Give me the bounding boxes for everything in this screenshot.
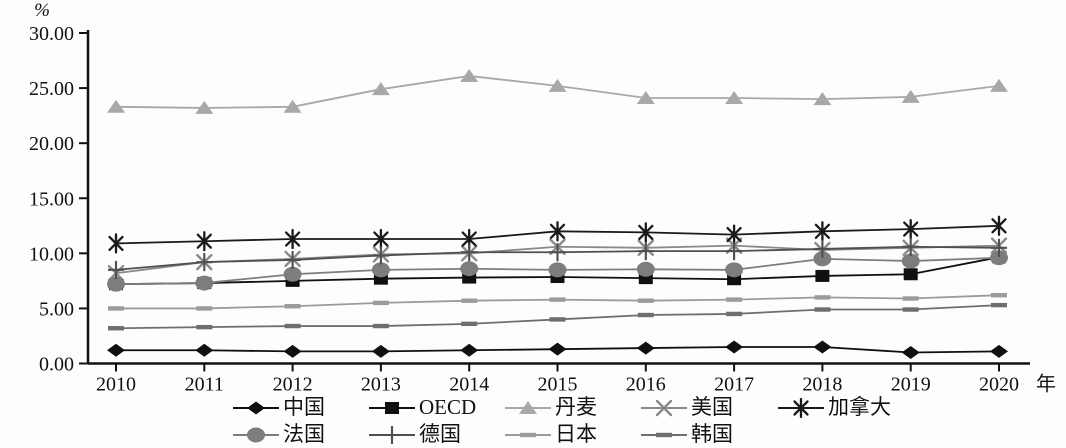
legend-item-china: 中国 — [232, 397, 368, 419]
legend-row-1: 中国 OECD 丹麦 美国 加拿大 — [232, 394, 1066, 421]
x-tick-label: 2011 — [185, 374, 224, 395]
y-tick-label: 0.00 — [39, 354, 74, 376]
legend-marker-germany-icon — [369, 425, 415, 444]
legend-item-usa: 美国 — [640, 397, 777, 419]
legend-marker-japan-icon — [505, 432, 551, 437]
x-tick-label: 2019 — [891, 374, 931, 395]
y-axis-unit-label: % — [34, 0, 50, 21]
axes — [86, 30, 1030, 365]
series-line-japan — [116, 294, 1000, 310]
legend-marker-france-icon — [233, 427, 279, 442]
series-germany — [108, 237, 1007, 279]
x-tick-label: 2010 — [96, 374, 136, 395]
legend-marker-korea-icon — [641, 432, 687, 437]
x-tick-label: 2013 — [361, 374, 401, 395]
y-tick-label: 30.00 — [29, 23, 74, 45]
series-china — [107, 340, 1008, 359]
legend-marker-oecd-icon — [369, 401, 415, 414]
x-tick-label: 2017 — [714, 374, 754, 395]
series-japan — [108, 292, 1007, 311]
legend-item-japan: 日本 — [504, 424, 640, 446]
chart-canvas: 0.00 5.00 10.00 15.00 20.00 25.00 30.00% 2010 20… — [29, 0, 1056, 395]
legend-label-denmark: 丹麦 — [555, 395, 597, 419]
legend-label-korea: 韩国 — [691, 422, 733, 446]
series-canada — [108, 215, 1007, 254]
y-tick-label: 20.00 — [29, 133, 74, 155]
y-tick-label: 5.00 — [39, 298, 74, 320]
legend-item-oecd: OECD — [368, 397, 504, 419]
legend-item-korea: 韩国 — [640, 424, 777, 446]
series-denmark — [107, 68, 1008, 114]
x-tick-label: 2012 — [273, 374, 313, 395]
legend-item-france: 法国 — [232, 424, 368, 446]
legend-marker-china-icon — [233, 401, 279, 414]
y-tick-label: 15.00 — [29, 188, 74, 210]
x-tick-label: 2015 — [538, 374, 578, 395]
legend-item-denmark: 丹麦 — [504, 397, 640, 419]
series-korea — [108, 302, 1007, 331]
legend-label-china: 中国 — [283, 395, 325, 419]
legend-label-usa: 美国 — [691, 395, 733, 419]
chart-legend: 中国 OECD 丹麦 美国 加拿大 法国 德国 日本 韩国 — [232, 394, 1066, 448]
legend-label-germany: 德国 — [419, 422, 461, 446]
x-tick-label: 2014 — [449, 374, 489, 395]
legend-item-germany: 德国 — [368, 424, 504, 446]
legend-label-oecd: OECD — [419, 395, 477, 419]
y-tick-label: 10.00 — [29, 243, 74, 265]
x-tick-label: 2018 — [802, 374, 842, 395]
legend-label-france: 法国 — [283, 422, 325, 446]
y-tick-label: 25.00 — [29, 78, 74, 100]
legend-marker-denmark-icon — [505, 400, 551, 414]
legend-label-japan: 日本 — [555, 422, 597, 446]
legend-item-canada: 加拿大 — [777, 397, 1066, 419]
x-tick-label: 2020 — [979, 374, 1019, 395]
series-line-korea — [115, 304, 1000, 330]
legend-marker-canada-icon — [778, 397, 824, 418]
x-axis-unit-label: 年 — [1036, 373, 1056, 395]
legend-label-canada: 加拿大 — [828, 395, 891, 419]
legend-row-2: 法国 德国 日本 韩国 — [232, 421, 1066, 448]
x-tick-label: 2016 — [626, 374, 666, 395]
series-france — [107, 250, 1008, 292]
legend-marker-usa-icon — [641, 399, 687, 416]
